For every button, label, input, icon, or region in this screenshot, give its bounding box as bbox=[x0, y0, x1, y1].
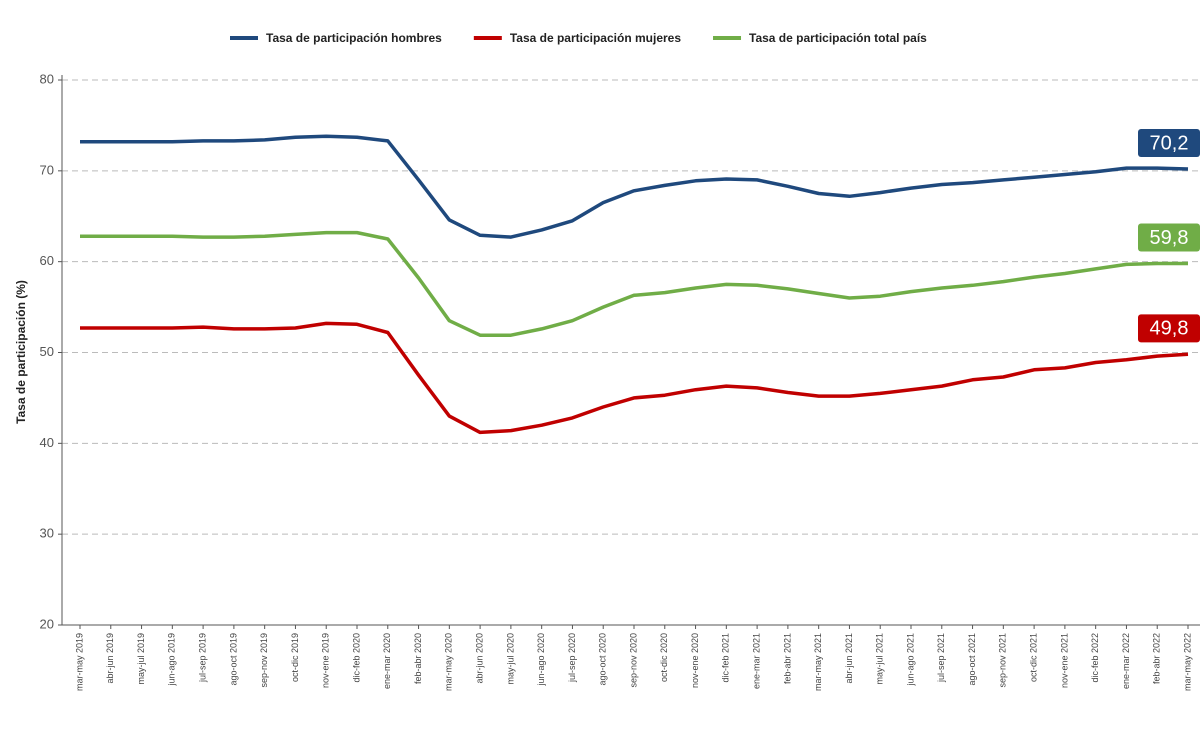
x-tick-label: jun-ago 2021 bbox=[905, 633, 915, 687]
end-label: 70,2 bbox=[1138, 129, 1200, 158]
legend: Tasa de participación hombres Tasa de par… bbox=[230, 31, 927, 45]
x-tick-label: oct-dic 2019 bbox=[290, 633, 300, 682]
end-label: 59,8 bbox=[1138, 223, 1200, 252]
x-tick-label: dic-feb 2020 bbox=[351, 633, 361, 683]
y-tick-label: 30 bbox=[40, 526, 54, 541]
x-tick-label: mar-may 2019 bbox=[74, 633, 84, 691]
x-tick-label: nov-ene 2019 bbox=[321, 633, 331, 688]
legend-label: Tasa de participación total país bbox=[749, 31, 927, 45]
end-label: 49,8 bbox=[1138, 314, 1200, 343]
y-tick-label: 40 bbox=[40, 435, 54, 450]
x-tick-label: nov-ene 2020 bbox=[690, 633, 700, 688]
x-tick-label: ene-mar 2022 bbox=[1121, 633, 1131, 689]
x-tick-label: jun-ago 2019 bbox=[167, 633, 177, 687]
line bbox=[80, 134, 1189, 239]
line bbox=[80, 230, 1188, 337]
y-axis-label: Tasa de participación (%) bbox=[14, 280, 28, 424]
x-tick-label: mar-may 2020 bbox=[444, 633, 454, 691]
x-tick-label: may-jul 2020 bbox=[505, 633, 515, 685]
line bbox=[80, 321, 1189, 435]
end-label-box bbox=[1138, 314, 1200, 343]
value-label: 49,8 bbox=[1150, 318, 1189, 340]
x-tick-label: abr-jun 2019 bbox=[105, 633, 115, 684]
y-tick-label: 70 bbox=[40, 162, 54, 177]
legend-label: Tasa de participación hombres bbox=[266, 31, 442, 45]
x-tick-label: mar-may 2021 bbox=[813, 633, 823, 691]
x-tick-label: jul-sep 2020 bbox=[567, 633, 577, 683]
x-tick-label: jul-sep 2021 bbox=[936, 633, 946, 683]
x-tick-label: oct-dic 2021 bbox=[1028, 633, 1038, 682]
end-label-box bbox=[1138, 129, 1200, 158]
x-tick-label: feb-abr 2020 bbox=[413, 633, 423, 684]
y-tick-label: 20 bbox=[40, 616, 54, 631]
x-tick-label: abr-jun 2021 bbox=[844, 633, 854, 684]
x-tick-label: sep-nov 2021 bbox=[998, 633, 1008, 688]
x-tick-label: mar-may 2022 bbox=[1182, 633, 1192, 691]
x-tick-label: abr-jun 2020 bbox=[474, 633, 484, 684]
x-tick-label: may-jul 2021 bbox=[875, 633, 885, 685]
y-tick-label: 60 bbox=[40, 253, 54, 268]
x-tick-label: ene-mar 2020 bbox=[382, 633, 392, 689]
value-label: 59,8 bbox=[1150, 227, 1189, 249]
legend-label: Tasa de participación mujeres bbox=[510, 31, 682, 45]
x-tick-label: ago-oct 2019 bbox=[228, 633, 238, 686]
x-tick-label: sep-nov 2019 bbox=[259, 633, 269, 688]
x-tick-label: jun-ago 2020 bbox=[536, 633, 546, 687]
y-tick-label: 50 bbox=[40, 344, 54, 359]
value-label: 70,2 bbox=[1150, 132, 1189, 154]
x-tick-label: ago-oct 2020 bbox=[598, 633, 608, 686]
x-tick-label: nov-ene 2021 bbox=[1059, 633, 1069, 688]
x-tick-label: jul-sep 2019 bbox=[197, 633, 207, 683]
x-tick-label: sep-nov 2020 bbox=[628, 633, 638, 688]
x-tick-label: feb-abr 2022 bbox=[1152, 633, 1162, 684]
x-tick-label: may-jul 2019 bbox=[136, 633, 146, 685]
x-tick-label: ene-mar 2021 bbox=[751, 633, 761, 689]
y-tick-label: 80 bbox=[40, 71, 54, 86]
x-tick-label: dic-feb 2022 bbox=[1090, 633, 1100, 683]
end-label-box bbox=[1138, 223, 1200, 252]
x-tick-label: dic-feb 2021 bbox=[721, 633, 731, 683]
x-tick-label: oct-dic 2020 bbox=[659, 633, 669, 682]
x-tick-label: ago-oct 2021 bbox=[967, 633, 977, 686]
x-tick-label: feb-abr 2021 bbox=[782, 633, 792, 684]
